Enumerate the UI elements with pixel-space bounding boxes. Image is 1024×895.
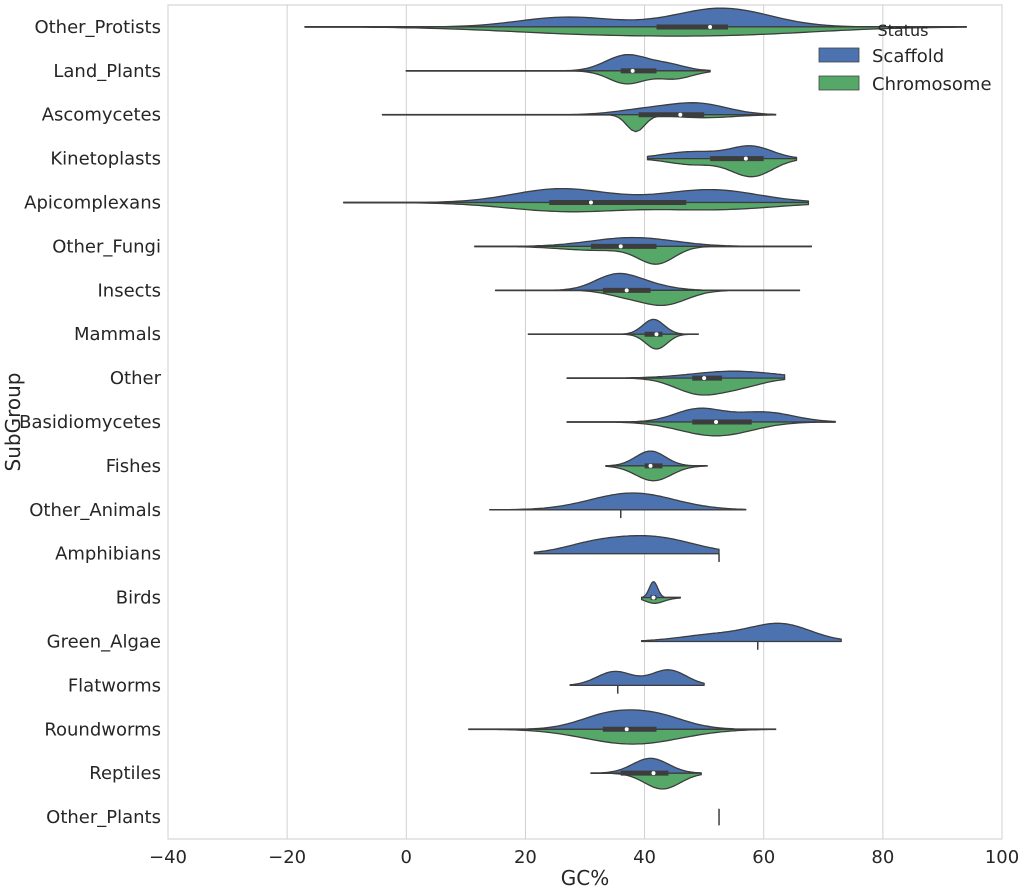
y-tick-label: Flatworms: [68, 675, 161, 696]
violin-median-dot: [678, 112, 683, 117]
y-tick-label: Other_Animals: [29, 500, 161, 521]
violin-chromosome-half: [590, 772, 702, 790]
y-tick-label: Mammals: [74, 324, 161, 345]
violin-median-dot: [648, 463, 653, 468]
violin-reptiles: [590, 757, 702, 790]
violin-insects: [494, 272, 801, 307]
y-tick-label: Basidiomycetes: [19, 412, 161, 433]
violin-apicomplexans: [343, 187, 810, 213]
violin-median-dot: [630, 68, 635, 73]
y-tick-label: Other_Protists: [34, 17, 161, 38]
violin-median-dot: [624, 727, 629, 732]
violin-other: [566, 370, 786, 396]
violin-basidiomycetes: [566, 407, 836, 437]
violin-chromosome-half: [304, 26, 967, 37]
y-tick-label: Ascomycetes: [42, 105, 161, 126]
violin-amphibians: [533, 534, 720, 562]
violin-median-dot: [651, 595, 656, 600]
y-tick-label: Roundworms: [44, 719, 161, 740]
violin-chromosome-half: [605, 465, 708, 482]
violin-chromosome-half: [494, 289, 801, 307]
y-tick-label: Green_Algae: [47, 631, 161, 652]
y-tick-label: Birds: [116, 588, 161, 609]
legend-label-chromosome: Chromosome: [872, 74, 992, 95]
violin-median-dot: [708, 24, 713, 29]
violin-chromosome-half: [566, 421, 836, 437]
violin-scaffold-half: [533, 534, 720, 555]
violin-kinetoplasts: [646, 145, 798, 178]
violin-other-animals: [489, 492, 747, 519]
x-tick-label: −20: [268, 847, 306, 868]
violin-median-dot: [651, 771, 656, 776]
violin-mammals: [527, 318, 699, 350]
legend-label-scaffold: Scaffold: [872, 46, 944, 67]
legend-title: Status: [878, 21, 929, 40]
x-tick-label: 100: [985, 847, 1019, 868]
y-tick-label: Land_Plants: [53, 61, 161, 82]
legend-swatch-scaffold: [818, 47, 860, 63]
violin-chromosome-half: [343, 201, 810, 213]
y-tick-label: Amphibians: [55, 544, 161, 565]
violin-scaffold-half: [489, 492, 747, 511]
violin-scaffold-half: [569, 669, 705, 687]
violin-land-plants: [405, 53, 711, 85]
x-tick-labels: −40 −20 0 20 40 60 80 100: [149, 847, 1019, 868]
violin-green-algae: [640, 622, 842, 650]
x-tick-label: 80: [871, 847, 894, 868]
violin-fishes: [605, 450, 708, 482]
y-tick-label: Insects: [97, 280, 161, 301]
violin-scaffold-half: [646, 145, 798, 160]
violin-chromosome-half: [405, 70, 711, 85]
violin-chromosome-half: [527, 333, 699, 350]
y-tick-label: Other_Fungi: [52, 236, 161, 257]
legend: Status Scaffold Chromosome: [818, 21, 992, 95]
violin-median-dot: [743, 156, 748, 161]
violin-scaffold-half: [640, 622, 842, 643]
violin-scaffold-half: [590, 757, 702, 774]
y-tick-label: Apicomplexans: [24, 193, 161, 214]
y-axis-label: SubGroup: [1, 373, 25, 472]
x-tick-label: −40: [149, 847, 187, 868]
y-tick-label: Other_Plants: [46, 807, 161, 828]
violin-median-dot: [654, 332, 659, 337]
violin-median-dot: [714, 420, 719, 424]
y-tick-label: Reptiles: [89, 763, 161, 784]
y-tick-labels: Other_Protists Land_Plants Ascomycetes Kine…: [19, 17, 161, 828]
violin-chromosome-half: [468, 728, 777, 745]
x-tick-label: 40: [633, 847, 656, 868]
violin-ascomycetes: [381, 102, 777, 133]
violin-other-fungi: [474, 236, 813, 265]
violin-median-dot: [618, 244, 623, 249]
violin-median-dot: [624, 288, 629, 293]
x-tick-label: 20: [514, 847, 537, 868]
violin-median-dot: [588, 200, 593, 205]
violin-flatworms: [569, 669, 705, 694]
violin-chromosome-half: [381, 114, 777, 133]
violin-chromosome-half: [566, 377, 786, 396]
y-tick-label: Fishes: [106, 456, 161, 477]
y-tick-label: Kinetoplasts: [50, 149, 161, 170]
x-tick-label: 60: [752, 847, 775, 868]
violin-roundworms: [468, 709, 777, 745]
violin-chromosome-half: [646, 157, 798, 178]
legend-swatch-chromosome: [818, 75, 860, 91]
x-axis-label: GC%: [561, 866, 609, 890]
violins: [304, 7, 967, 826]
violin-birds: [640, 581, 681, 604]
violin-chromosome-half: [474, 245, 813, 265]
x-tick-label: 0: [401, 847, 412, 868]
y-tick-label: Other: [110, 368, 162, 389]
violin-other-protists: [304, 7, 967, 37]
violin-median-dot: [702, 376, 707, 381]
